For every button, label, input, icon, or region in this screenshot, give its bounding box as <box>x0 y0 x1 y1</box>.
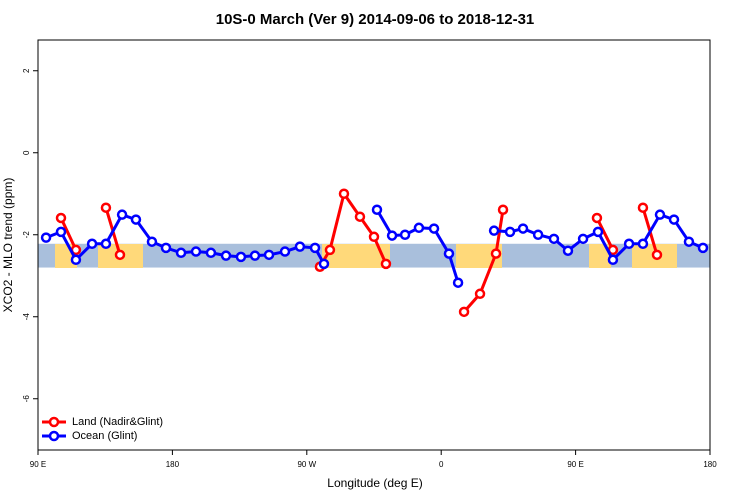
data-point <box>517 223 529 234</box>
data-point <box>371 204 383 215</box>
data-point <box>100 202 112 213</box>
land-patch <box>589 244 611 268</box>
data-point <box>86 238 98 250</box>
data-point <box>399 229 411 240</box>
data-point <box>380 258 392 270</box>
y-axis-title: XCO2 - MLO trend (ppm) <box>1 178 15 313</box>
data-point <box>592 226 604 238</box>
data-point <box>428 223 440 234</box>
data-point <box>607 254 619 266</box>
data-point <box>386 230 398 241</box>
data-point <box>490 248 502 259</box>
data-point <box>637 238 649 250</box>
data-point <box>623 238 635 250</box>
data-point <box>683 236 695 247</box>
y-tick-label: -4 <box>22 313 31 321</box>
y-tick-label: 2 <box>22 68 31 73</box>
data-point <box>654 209 666 220</box>
x-tick-label: 0 <box>439 460 444 469</box>
legend-marker <box>48 430 60 442</box>
land-patches <box>55 244 677 268</box>
data-point <box>40 232 52 243</box>
x-tick-label: 90 E <box>567 460 583 469</box>
x-axis-title: Longitude (deg E) <box>327 476 422 490</box>
data-point <box>116 209 128 220</box>
data-point <box>220 250 232 261</box>
plot-frame <box>37 39 711 451</box>
data-point <box>458 306 470 318</box>
data-point <box>130 214 142 225</box>
data-point <box>175 247 187 259</box>
data-point <box>160 242 172 254</box>
data-point <box>368 231 380 243</box>
data-point <box>497 204 509 215</box>
data-point <box>294 241 306 252</box>
data-point <box>309 242 321 254</box>
data-point <box>562 245 574 256</box>
legend-label: Land (Nadir&Glint) <box>72 416 163 428</box>
data-point <box>205 247 217 259</box>
x-tick-label: 90 W <box>297 460 316 469</box>
data-point <box>504 226 516 238</box>
data-point <box>697 242 709 254</box>
data-point <box>413 222 425 234</box>
data-point <box>548 233 560 245</box>
data-point <box>70 254 82 266</box>
y-tick-label: -6 <box>22 395 31 403</box>
data-point <box>55 226 67 238</box>
data-point <box>668 214 680 225</box>
x-tick-label: 90 E <box>30 460 46 469</box>
data-point <box>324 244 336 256</box>
data-point <box>100 238 112 250</box>
data-point <box>452 277 464 288</box>
data-point <box>338 188 350 199</box>
data-point <box>474 288 486 300</box>
data-point <box>279 246 291 257</box>
data-point <box>591 212 603 224</box>
data-point <box>637 202 649 213</box>
data-point <box>318 258 330 270</box>
data-point <box>146 236 158 247</box>
data-point <box>443 248 455 259</box>
data-point <box>263 249 275 261</box>
legend-marker <box>48 416 60 428</box>
y-tick-label: -2 <box>22 231 31 239</box>
data-point <box>55 212 67 224</box>
data-point <box>235 251 247 263</box>
data-point <box>190 246 202 257</box>
data-point <box>532 229 544 240</box>
chart-title: 10S-0 March (Ver 9) 2014-09-06 to 2018-1… <box>216 11 535 28</box>
data-point <box>577 233 589 245</box>
data-point <box>249 250 261 261</box>
data-point <box>354 211 366 222</box>
data-point <box>114 249 126 261</box>
x-tick-label: 180 <box>166 460 180 469</box>
x-tick-label: 180 <box>703 460 717 469</box>
legend-label: Ocean (Glint) <box>72 430 137 442</box>
data-point <box>651 249 663 261</box>
data-point <box>488 225 500 236</box>
y-tick-label: 0 <box>22 150 31 155</box>
